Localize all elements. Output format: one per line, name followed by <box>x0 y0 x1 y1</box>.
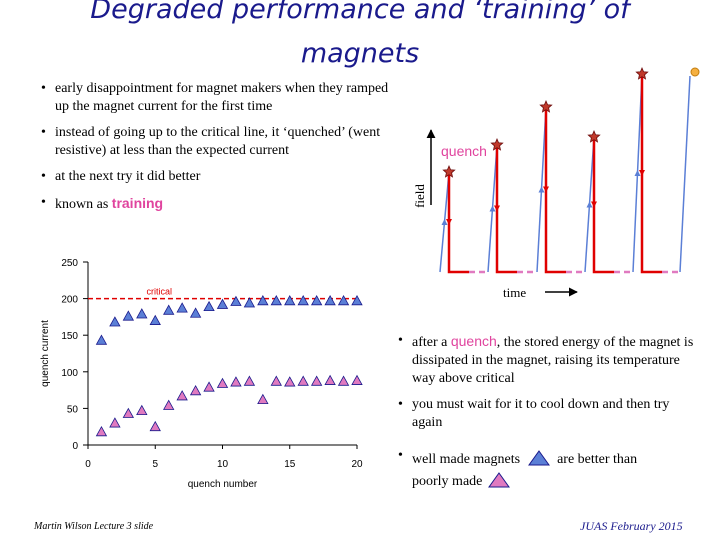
x-tick-label: 20 <box>351 459 363 470</box>
y-tick-label: 50 <box>67 404 79 415</box>
down-arrow-icon <box>543 186 549 193</box>
x-tick-label: 0 <box>85 459 91 470</box>
poor-data-point <box>95 426 108 437</box>
discharge-line <box>495 145 517 274</box>
poor-data-point <box>324 374 336 385</box>
poor-data-point <box>297 375 309 386</box>
discharge-line <box>447 172 469 274</box>
poor-data-point <box>189 385 202 396</box>
x-tick-label: 15 <box>284 459 296 470</box>
y-tick-label: 200 <box>61 295 78 306</box>
bullet-after-quench: • after a quench, the stored energy of th… <box>398 333 694 386</box>
time-axis-label: time <box>503 285 527 300</box>
y-tick-label: 0 <box>72 441 78 452</box>
x-tick-label: 10 <box>217 459 229 470</box>
poor-data-point <box>243 375 256 386</box>
bullet-wait-cool: • you must wait for it to cool down and t… <box>398 397 670 430</box>
ramp-cycles <box>439 66 691 274</box>
poor-marker-icon <box>487 472 510 488</box>
poor-data-point <box>257 393 269 405</box>
x-tick-label: 5 <box>152 459 158 470</box>
good-data-point <box>95 334 108 345</box>
poor-data-point <box>310 375 323 386</box>
down-arrow-icon <box>639 170 645 176</box>
poor-data-point <box>176 390 188 401</box>
poor-data-point <box>163 399 175 410</box>
up-arrow-icon <box>586 201 593 208</box>
good-data-point <box>189 307 202 318</box>
y-axis-label: quench current <box>40 320 51 387</box>
good-data-point <box>149 314 161 325</box>
quench-star-icon <box>587 129 601 143</box>
y-tick-label: 250 <box>61 258 78 269</box>
end-marker-icon <box>690 67 700 77</box>
good-data-point <box>284 294 296 306</box>
discharge-line <box>544 107 566 274</box>
critical-label: critical <box>147 287 173 297</box>
poor-data-point <box>230 376 242 387</box>
poor-data-point <box>284 376 296 387</box>
good-data-point <box>203 300 215 312</box>
poor-data-point <box>109 417 121 428</box>
discharge-line <box>592 137 614 274</box>
quench-star-icon <box>539 99 553 113</box>
poor-data-point <box>337 375 350 386</box>
poor-data-point <box>136 404 148 415</box>
good-data-point <box>297 294 309 306</box>
x-axis-label: quench number <box>188 479 258 490</box>
down-arrow-icon <box>446 219 452 225</box>
bullet-quenched: • instead of going up to the critical lin… <box>41 125 381 158</box>
good-marker-icon <box>527 450 550 466</box>
down-arrow-icon <box>591 201 597 208</box>
good-data-point <box>337 294 350 306</box>
good-data-point <box>351 294 363 306</box>
up-arrow-icon <box>489 205 496 212</box>
quench-star-icon <box>442 164 456 178</box>
poor-data-point <box>216 377 229 388</box>
bullet-well-made: • well made magnets are better than poorl… <box>398 448 638 489</box>
up-arrow-icon <box>538 186 545 193</box>
good-data-point <box>216 298 229 309</box>
good-data-point <box>109 316 121 327</box>
quench-label: quench <box>441 143 487 159</box>
bullet-training: • known as training <box>41 195 164 212</box>
quench-star-icon <box>635 66 649 80</box>
quench-star-icon <box>490 137 504 151</box>
y-tick-label: 100 <box>61 368 78 379</box>
good-data-point <box>176 302 188 313</box>
good-data-point <box>270 294 282 306</box>
poor-data-point <box>351 374 363 385</box>
discharge-line <box>640 74 662 274</box>
up-arrow-icon <box>634 170 641 176</box>
y-tick-label: 150 <box>61 331 78 342</box>
down-arrow-icon <box>494 205 500 212</box>
footer-date: JUAS February 2015 <box>580 519 683 533</box>
good-data-point <box>230 295 242 306</box>
bullet-next-try: • at the next try it did better <box>41 169 201 184</box>
good-data-point <box>136 308 148 319</box>
poor-data-point <box>270 375 282 386</box>
poor-data-point <box>203 381 215 392</box>
good-data-point <box>257 294 269 306</box>
poor-data-point <box>149 420 161 432</box>
good-data-point <box>163 304 175 315</box>
good-data-point <box>310 294 323 306</box>
bullet-early-disappointment: • early disappointment for magnet makers … <box>41 81 389 114</box>
slide-title: Degraded performance and ‘training’ of m… <box>90 0 630 69</box>
good-data-point <box>122 310 135 321</box>
footer-lecture: Martin Wilson Lecture 3 slide <box>34 521 154 532</box>
up-arrow-icon <box>441 219 448 225</box>
good-data-point <box>243 297 256 308</box>
ramp-up-line <box>679 75 691 273</box>
poor-data-point <box>122 407 135 418</box>
good-data-point <box>324 294 336 306</box>
